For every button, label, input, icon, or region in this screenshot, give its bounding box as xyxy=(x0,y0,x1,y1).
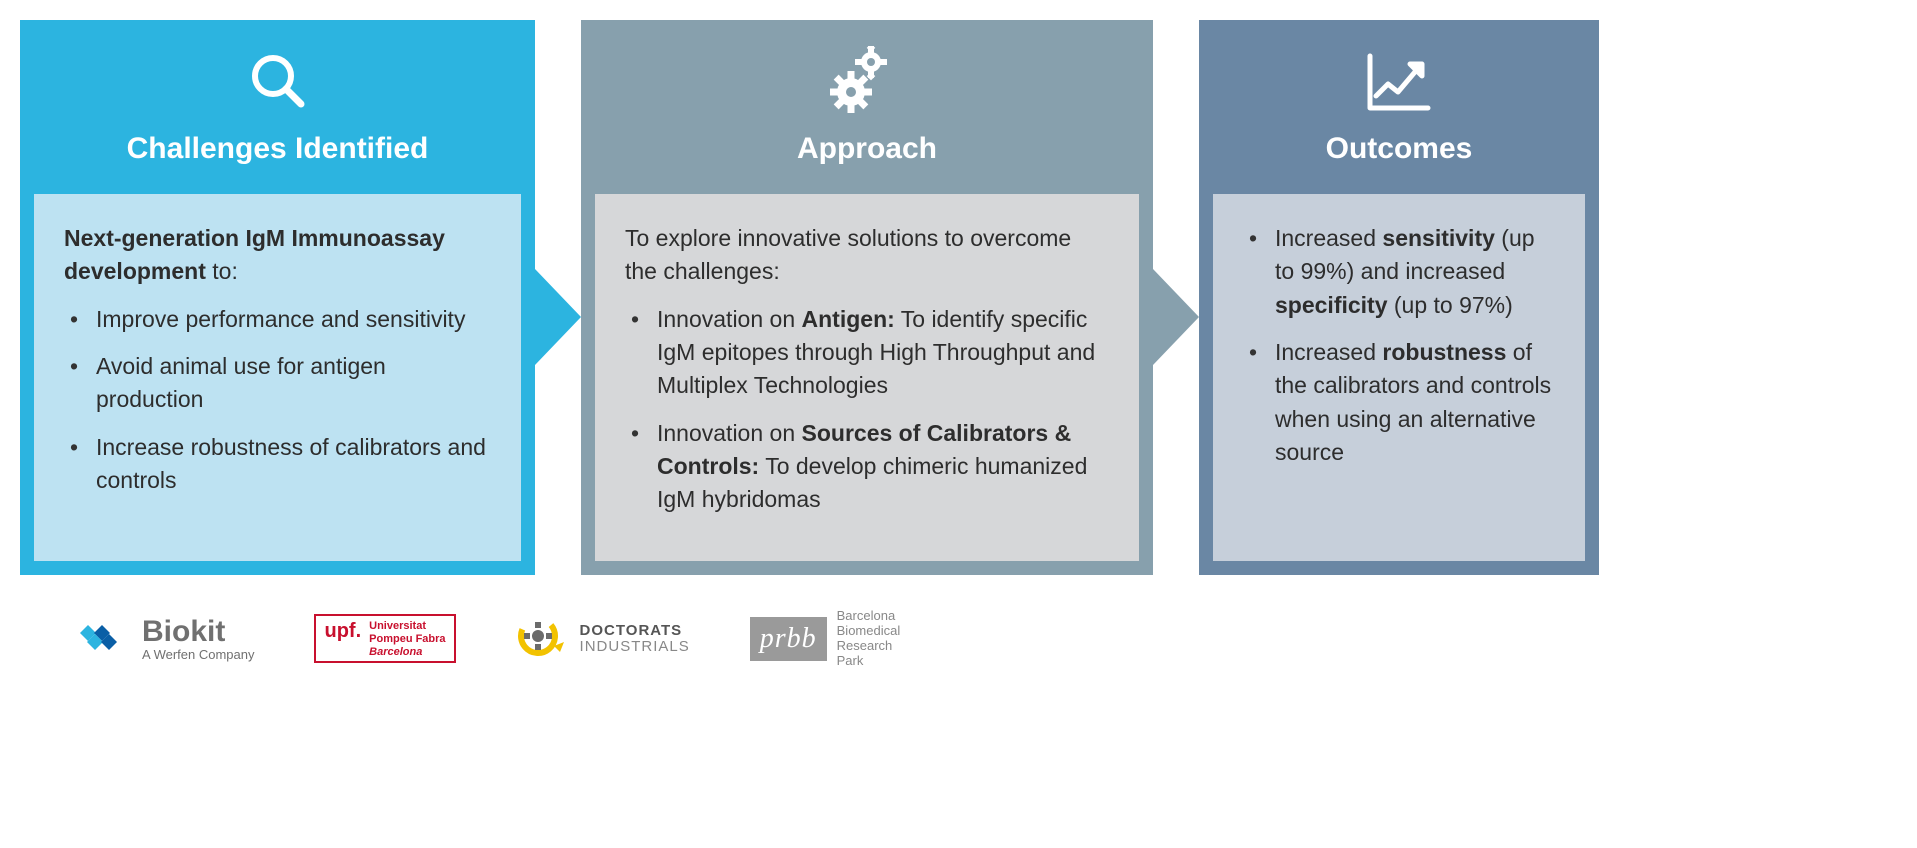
panel-title-approach: Approach xyxy=(601,132,1133,166)
panel-approach: Approach To explore innovative solutions … xyxy=(581,20,1153,575)
panel-header-outcomes: Outcomes xyxy=(1199,20,1599,194)
bullet-outcomes-0: Increased sensitivity (up to 99%) and in… xyxy=(1243,222,1555,322)
logo-prbb: prbb Barcelona Biomedical Research Park xyxy=(750,609,901,669)
bullet-challenges-1: Avoid animal use for antigen production xyxy=(64,350,491,417)
flow-container: Challenges Identified Next-generation IgM… xyxy=(20,20,1897,575)
panel-intro-approach: To explore innovative solutions to overc… xyxy=(625,222,1109,289)
panel-body-outcomes: Increased sensitivity (up to 99%) and in… xyxy=(1213,194,1585,561)
biokit-name: Biokit xyxy=(142,615,254,648)
biokit-sub: A Werfen Company xyxy=(142,648,254,662)
panel-title-challenges: Challenges Identified xyxy=(40,132,515,166)
logo-upf: upf. Universitat Pompeu Fabra Barcelona xyxy=(314,614,455,664)
panel-intro-challenges: Next-generation IgM Immunoassay developm… xyxy=(64,222,491,289)
bullet-outcomes-1: Increased robustness of the calibrators … xyxy=(1243,336,1555,469)
panel-body-challenges: Next-generation IgM Immunoassay developm… xyxy=(34,194,521,561)
panel-header-approach: Approach xyxy=(581,20,1153,194)
panel-challenges: Challenges Identified Next-generation IgM… xyxy=(20,20,535,575)
panel-outcomes: Outcomes Increased sensitivity (up to 99%… xyxy=(1199,20,1599,575)
arrow-0 xyxy=(535,269,581,365)
arrow-1 xyxy=(1153,269,1199,365)
growth-chart-icon xyxy=(1219,44,1579,122)
bullet-list-outcomes: Increased sensitivity (up to 99%) and in… xyxy=(1243,222,1555,469)
upf-abbr: upf. xyxy=(324,620,361,643)
upf-l3: Barcelona xyxy=(369,646,422,658)
doctorats-l2: INDUSTRIALS xyxy=(580,639,690,655)
upf-l2: Pompeu Fabra xyxy=(369,633,445,645)
prbb-l3: Research xyxy=(837,639,901,654)
bullet-challenges-0: Improve performance and sensitivity xyxy=(64,303,491,336)
panel-body-approach: To explore innovative solutions to overc… xyxy=(595,194,1139,561)
prbb-abbr: prbb xyxy=(760,623,817,654)
logo-biokit: Biokit A Werfen Company xyxy=(80,615,254,662)
prbb-l1: Barcelona xyxy=(837,609,901,624)
gears-icon xyxy=(601,44,1133,122)
prbb-l4: Park xyxy=(837,654,901,669)
panel-header-challenges: Challenges Identified xyxy=(20,20,535,194)
upf-l1: Universitat xyxy=(369,620,426,632)
magnifier-icon xyxy=(40,44,515,122)
prbb-l2: Biomedical xyxy=(837,624,901,639)
bullet-approach-0: Innovation on Antigen: To identify speci… xyxy=(625,303,1109,403)
bullet-challenges-2: Increase robustness of calibrators and c… xyxy=(64,431,491,498)
doctorats-l1: DOCTORATS xyxy=(580,623,690,639)
prbb-box: prbb xyxy=(750,617,827,661)
panel-title-outcomes: Outcomes xyxy=(1219,132,1579,166)
biokit-mark-icon xyxy=(80,619,132,659)
bullet-list-approach: Innovation on Antigen: To identify speci… xyxy=(625,303,1109,517)
bullet-list-challenges: Improve performance and sensitivity Avoid… xyxy=(64,303,491,498)
logo-doctorats: DOCTORATS INDUSTRIALS xyxy=(516,612,690,665)
logo-strip: Biokit A Werfen Company upf. Universitat… xyxy=(20,575,1897,679)
doctorats-mark-icon xyxy=(516,612,570,665)
bullet-approach-1: Innovation on Sources of Calibrators & C… xyxy=(625,417,1109,517)
